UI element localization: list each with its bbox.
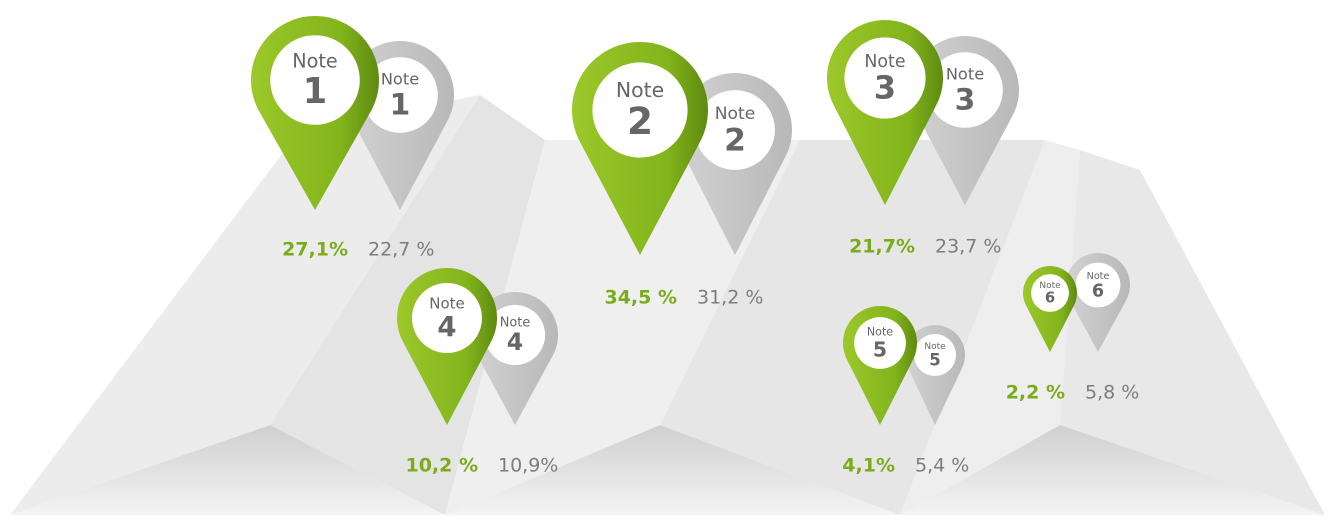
grade-label: 5 (929, 351, 940, 370)
grade-label: 1 (303, 71, 327, 112)
note-label: Note (292, 50, 337, 73)
note-label: Note (616, 78, 664, 102)
pin-center (412, 283, 482, 353)
pin-center (1031, 274, 1069, 312)
note-label: Note (864, 52, 905, 72)
green-value: 10,2 % (405, 455, 478, 477)
green-value: 21,7% (849, 236, 915, 258)
pin-center (844, 37, 926, 119)
green-value: 27,1% (282, 239, 348, 261)
note-label: Note (867, 326, 893, 339)
note-label: Note (1039, 281, 1061, 291)
grade-label: 3 (955, 82, 976, 117)
grade-label: 2 (724, 122, 746, 158)
gray-value: 5,4 % (915, 455, 969, 477)
note-label: Note (924, 342, 946, 352)
pin-center (362, 57, 438, 133)
grade-label: 2 (627, 99, 653, 143)
note-label: Note (381, 69, 419, 88)
note-label: Note (429, 295, 465, 313)
gray-value: 22,7 % (368, 239, 434, 261)
grade-label: 6 (1045, 288, 1055, 306)
pin-center (854, 317, 906, 369)
pin-center (270, 35, 360, 125)
gray-value: 10,9% (498, 455, 558, 477)
grade-label: 4 (507, 328, 523, 356)
pin-center (1075, 262, 1121, 308)
pin-center (592, 62, 688, 158)
grade-label: 5 (873, 337, 887, 361)
pin-center (695, 90, 775, 170)
gray-value: 31,2 % (697, 287, 763, 309)
green-value: 2,2 % (1006, 382, 1065, 404)
grade-label: 6 (1092, 281, 1104, 301)
gray-value: 23,7 % (935, 236, 1001, 258)
pin-center (484, 304, 546, 366)
pin-center (914, 334, 956, 376)
pin-center (927, 52, 1003, 128)
gray-value: 5,8 % (1085, 382, 1139, 404)
grade-label: 3 (874, 69, 896, 107)
green-value: 4,1% (842, 455, 895, 477)
note-label: Note (500, 315, 531, 330)
grade-label: 1 (390, 87, 411, 122)
note-label: Note (946, 64, 984, 83)
note-label: Note (715, 104, 755, 124)
grade-label: 4 (437, 311, 456, 343)
green-value: 34,5 % (604, 287, 677, 309)
note-label: Note (1087, 271, 1110, 282)
